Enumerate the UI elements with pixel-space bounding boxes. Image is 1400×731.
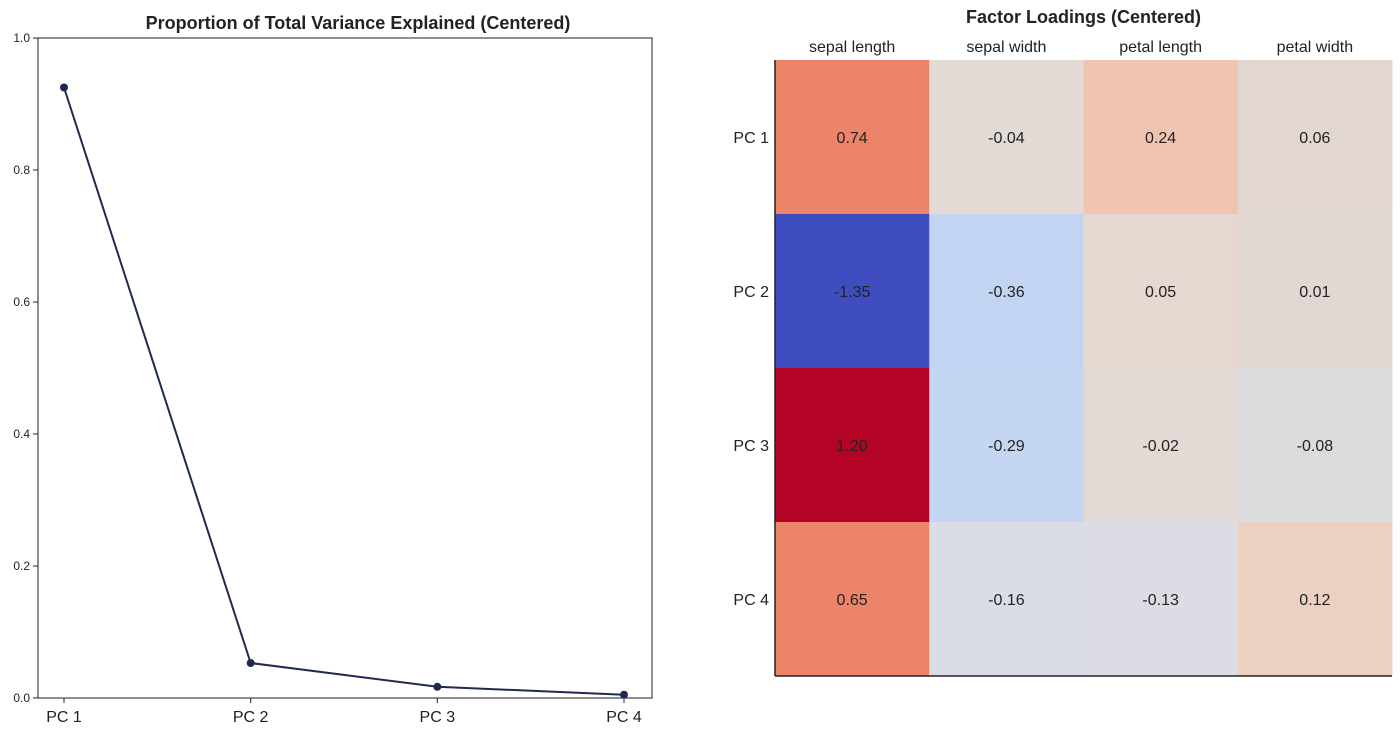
cell-value-label: -0.16 (988, 592, 1025, 609)
heatmap-cell (929, 368, 1084, 523)
x-tick-label: PC 4 (606, 709, 642, 726)
heatmap-cell (929, 522, 1084, 677)
plot-frame (37, 37, 653, 699)
cell-value-label: -1.35 (834, 284, 871, 301)
cell-value-label: 0.01 (1299, 284, 1330, 301)
data-point (620, 690, 628, 699)
y-tick-label: 0.0 (13, 691, 30, 705)
row-label: PC 3 (733, 438, 769, 455)
cell-value-label: 0.06 (1299, 130, 1330, 147)
y-tick-label: 0.4 (13, 427, 30, 441)
x-tick-label: PC 2 (233, 709, 269, 726)
heatmap-title: Factor Loadings (Centered) (965, 7, 1202, 27)
cell-value-label: 0.12 (1299, 592, 1330, 609)
heatmap-cell (929, 60, 1084, 215)
heatmap-cell (775, 214, 930, 369)
series-line (63, 87, 625, 696)
cell-value-label: 0.05 (1145, 284, 1176, 301)
y-tick-label: 1.0 (13, 31, 30, 45)
column-label: sepal width (966, 39, 1046, 56)
y-tick-label: 0.8 (13, 163, 30, 177)
cell-value-label: 0.24 (1145, 130, 1176, 147)
heatmap-cell (775, 368, 930, 523)
cell-value-label: 1.20 (837, 438, 868, 455)
heatmap-cell (1083, 522, 1239, 677)
x-tick-label: PC 1 (46, 709, 82, 726)
column-label: petal length (1119, 39, 1202, 56)
variance-line-chart: 0.0 0.2 0.4 0.6 0.8 1.0 PC 1 PC 2 PC 3 PC 4 (13, 31, 653, 726)
heatmap-cell (929, 214, 1084, 369)
y-tick-label: 0.6 (13, 295, 30, 309)
heatmap-cell (775, 522, 930, 677)
cell-value-label: -0.08 (1297, 438, 1334, 455)
data-point (433, 682, 442, 691)
cell-value-label: -0.36 (988, 284, 1025, 301)
column-label: petal width (1277, 39, 1354, 56)
row-label: PC 4 (733, 592, 769, 609)
row-label: PC 2 (733, 284, 769, 301)
cell-value-label: 0.74 (837, 130, 868, 147)
y-tick-label: 0.2 (13, 559, 30, 573)
heatmap-cell (1083, 60, 1239, 215)
cell-value-label: 0.65 (837, 592, 868, 609)
line-chart-title: Proportion of Total Variance Explained (… (145, 13, 571, 33)
heatmap-cell (775, 60, 930, 215)
heatmap-cell (1083, 214, 1239, 369)
heatmap-cell (1083, 368, 1239, 523)
heatmap-cell (1237, 60, 1393, 215)
loadings-heatmap: sepal length sepal width petal length petal… (733, 39, 1393, 677)
cell-value-label: -0.04 (988, 130, 1025, 147)
data-point (60, 83, 68, 92)
heatmap-cell (1237, 522, 1393, 677)
heatmap-cell (1237, 368, 1393, 523)
data-point (246, 659, 255, 668)
cell-value-label: -0.13 (1142, 592, 1179, 609)
column-label: sepal length (809, 39, 895, 56)
heatmap-cell (1237, 214, 1393, 369)
x-tick-label: PC 3 (420, 709, 456, 726)
row-label: PC 1 (733, 130, 769, 147)
cell-value-label: -0.02 (1142, 438, 1179, 455)
cell-value-label: -0.29 (988, 438, 1025, 455)
